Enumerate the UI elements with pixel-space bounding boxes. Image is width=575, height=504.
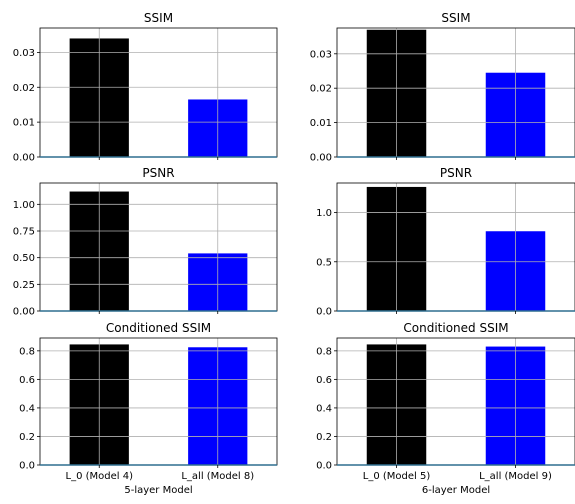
chart-title: PSNR (440, 166, 472, 180)
y-tick-label: 1.00 (13, 200, 35, 211)
y-tick-label: 0.00 (13, 153, 35, 164)
y-tick-label: 0.02 (310, 84, 332, 95)
y-tick-label: 0.0 (316, 307, 332, 318)
y-tick-label: 0.00 (13, 307, 35, 318)
chart-title: SSIM (144, 11, 173, 25)
x-tick-label: L_0 (Model 5) (363, 471, 431, 482)
chart-panel-3: 0.00 0.25 0.50 0.75 1.00 PSNR (13, 166, 278, 318)
chart-title: PSNR (142, 166, 174, 180)
x-axis-label: 6-layer Model (422, 485, 490, 496)
y-tick-label: 0.01 (13, 118, 35, 129)
chart-panel-6: 0.0 0.2 0.4 0.6 0.8 L_0 (Model 5) L_all (Model… (316, 321, 575, 496)
y-tick-label: 0.75 (13, 227, 35, 238)
chart-panel-5: 0.0 0.2 0.4 0.6 0.8 L_0 (Model 4) L_all (Model… (19, 321, 278, 496)
y-tick-label: 0.02 (13, 83, 35, 94)
y-tick-label: 0.00 (310, 153, 332, 164)
y-tick-label: 0.5 (316, 257, 332, 268)
y-tick-label: 0.50 (13, 253, 35, 264)
y-tick-label: 0.2 (19, 432, 35, 443)
y-tick-label: 1.0 (316, 208, 332, 219)
y-tick-label: 0.2 (316, 432, 332, 443)
x-tick-label: L_all (Model 8) (181, 471, 254, 482)
x-tick-label: L_0 (Model 4) (66, 471, 134, 482)
y-tick-label: 0.03 (13, 48, 35, 59)
y-tick-label: 0.4 (19, 403, 35, 414)
y-tick-label: 0.4 (316, 403, 332, 414)
y-tick-label: 0.0 (19, 461, 35, 472)
y-tick-label: 0.6 (19, 375, 35, 386)
y-tick-label: 0.25 (13, 280, 35, 291)
y-tick-label: 0.8 (19, 346, 35, 357)
y-tick-label: 0.0 (316, 461, 332, 472)
chart-panel-1: 0.00 0.01 0.02 0.03 SSIM (13, 11, 278, 164)
x-axis-label: 5-layer Model (124, 485, 192, 496)
chart-panel-2: 0.00 0.01 0.02 0.03 SSIM (310, 11, 575, 164)
y-tick-label: 0.01 (310, 118, 332, 129)
y-tick-label: 0.6 (316, 375, 332, 386)
y-tick-label: 0.8 (316, 346, 332, 357)
x-tick-label: L_all (Model 9) (479, 471, 552, 482)
y-tick-label: 0.03 (310, 49, 332, 60)
chart-title: Conditioned SSIM (106, 321, 211, 335)
chart-panel-4: 0.0 0.5 1.0 PSNR (316, 166, 575, 318)
chart-title: SSIM (441, 11, 470, 25)
chart-title: Conditioned SSIM (403, 321, 508, 335)
